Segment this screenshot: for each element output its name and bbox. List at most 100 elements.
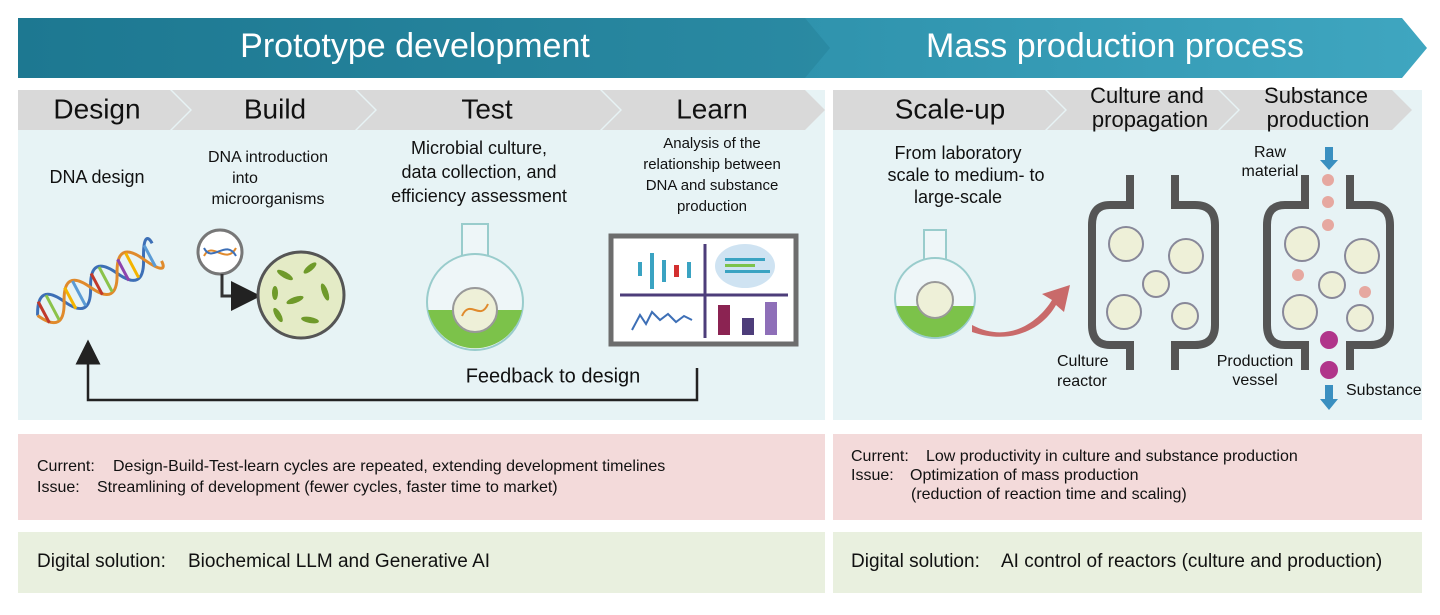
feedback-label: Feedback to design: [466, 365, 641, 387]
dna-icon-part-part: [63, 286, 78, 310]
dna-icon-part-part: [124, 252, 140, 279]
dna-icon-part: [36, 244, 157, 324]
dashboard-icon-part: [662, 260, 666, 282]
step-description: DNA and substance: [646, 177, 779, 194]
cell-icons-part: [1282, 294, 1318, 330]
raw-material-particles-part: [1359, 286, 1371, 298]
dashboard-icon-part: [765, 302, 777, 335]
figure-label: material: [1242, 163, 1299, 180]
step-label: production: [1267, 107, 1370, 132]
step-label: Build: [244, 93, 306, 124]
production-vessel-icon-part: [1346, 175, 1394, 370]
step-chevrons-part: [172, 90, 375, 130]
flask-icon: [894, 229, 976, 339]
challenge-label: Current:: [37, 458, 95, 475]
build-icon-part-part: [273, 307, 283, 323]
raw-material-particles-part: [1292, 269, 1304, 281]
cell-icons: [1282, 226, 1380, 332]
feedback-arrow: [75, 339, 699, 402]
phase-banner: [805, 18, 1427, 78]
challenge-text: Optimization of mass production: [910, 467, 1139, 484]
flask-icon-part: [461, 303, 489, 317]
figure-label: Culture: [1057, 353, 1109, 370]
solution-box: [833, 532, 1422, 593]
cell-icons-part: [1171, 302, 1199, 330]
substance-particles-part: [1320, 331, 1338, 349]
dashboard-icon-part: [631, 310, 693, 331]
step-description: relationship between: [643, 156, 781, 173]
dashboard-icon-part: [742, 318, 754, 335]
dna-icon-part-part: [71, 280, 88, 307]
step-label: Culture and: [1090, 83, 1204, 108]
step-description: efficiency assessment: [391, 186, 567, 206]
dna-icon-part-part: [116, 258, 131, 282]
culture-reactor-icon-part: [1171, 175, 1219, 370]
build-icon-part: [220, 274, 261, 311]
dna-icon-part-part: [36, 300, 51, 324]
phase-title: Prototype development: [240, 27, 590, 65]
solution-box: [18, 532, 825, 593]
step-label: Learn: [676, 93, 748, 124]
step-label: propagation: [1092, 107, 1208, 132]
dna-icon-part-part: [89, 272, 104, 296]
dashboard-icon-part: [718, 305, 730, 335]
step-description: Microbial culture,: [411, 138, 547, 158]
flow-arrows: [1320, 147, 1338, 410]
flask-icon: [426, 223, 524, 351]
phase-banner: [18, 18, 835, 78]
dna-icon-part-part: [97, 266, 114, 293]
raw-material-particles-part: [1322, 196, 1334, 208]
build-icon: [196, 228, 346, 340]
flow-arrows-part: [1325, 147, 1333, 160]
step-description: into: [232, 170, 258, 187]
step-chevrons-part: [833, 90, 1065, 130]
scale-arrow: [972, 285, 1070, 337]
dna-icon: [36, 237, 165, 325]
build-icon-part: [203, 247, 237, 257]
step-chevrons-part: [1220, 90, 1412, 130]
step-description: data collection, and: [401, 162, 556, 182]
build-icon-part: [272, 262, 330, 324]
figure-label: vessel: [1232, 372, 1277, 389]
culture-reactor-icon-part: [1088, 175, 1134, 370]
step-description: DNA introduction: [208, 149, 328, 166]
step-description: microorganisms: [212, 191, 325, 208]
dashboard-icon-part: [725, 264, 755, 267]
raw-material-particles-part: [1322, 219, 1334, 231]
flow-arrows-part: [1320, 399, 1338, 410]
build-icon-part-part: [301, 316, 319, 324]
figure-label: Production: [1217, 353, 1294, 370]
flask-icon-part: [916, 281, 954, 319]
cell-icons-part: [1108, 226, 1144, 262]
challenge-box: [18, 434, 825, 520]
figure-label: Raw: [1254, 144, 1286, 161]
step-chevrons-part: [602, 90, 825, 130]
cell-icons-part: [1284, 226, 1320, 262]
cell-icons-part: [1318, 271, 1346, 299]
step-description: Analysis of the: [663, 135, 761, 152]
challenge-label: Issue:: [851, 467, 894, 484]
challenge-text: Low productivity in culture and substanc…: [926, 448, 1298, 465]
cell-icons: [1106, 226, 1204, 330]
cell-icons-part: [1168, 238, 1204, 274]
raw-material-particles-part: [1322, 174, 1334, 186]
step-description: scale to medium- to: [887, 165, 1044, 185]
step-label: Test: [461, 93, 513, 124]
dna-icon-part: [36, 237, 154, 316]
step-label: Scale-up: [895, 93, 1006, 124]
production-vessel-icon-part: [1263, 175, 1309, 370]
step-chevrons-part: [18, 90, 190, 130]
phase-title: Mass production process: [926, 27, 1304, 65]
step-description: DNA design: [49, 167, 144, 187]
dna-icon-part-part: [142, 244, 157, 268]
dashboard-icon: [608, 233, 799, 347]
challenge-box: [833, 434, 1422, 520]
solution-label: Digital solution:: [37, 551, 166, 572]
flask-icon-part: [896, 306, 974, 338]
production-vessel-icon: [1263, 175, 1394, 370]
build-icon-part-part: [303, 262, 317, 274]
build-icon-part-part: [277, 269, 293, 281]
step-chevrons-part: [357, 90, 620, 130]
